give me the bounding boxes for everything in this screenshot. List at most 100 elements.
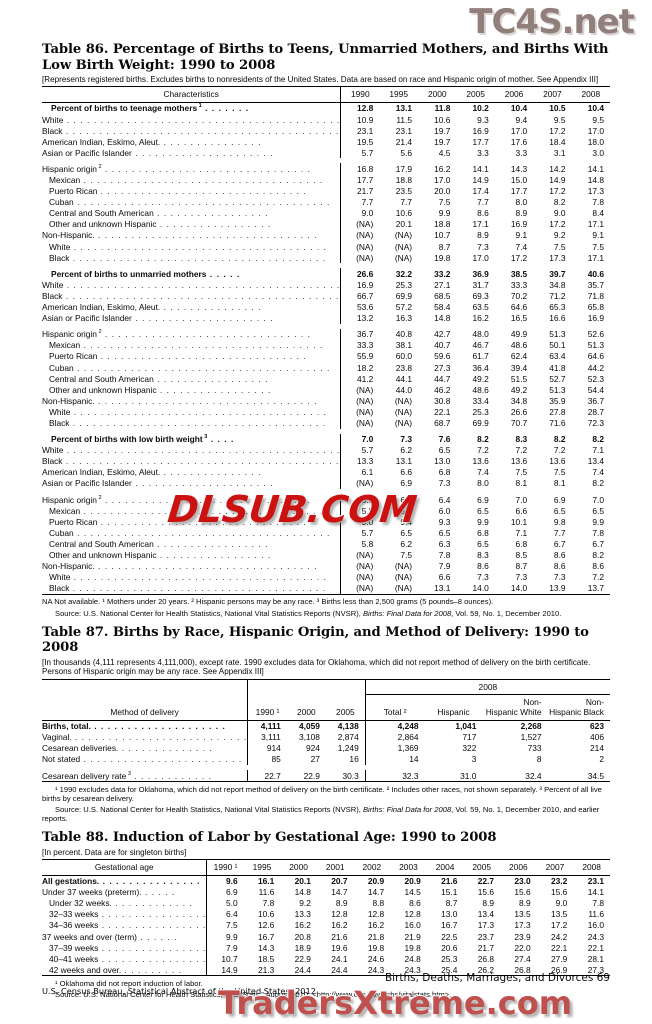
table-cell: 7.5 [206, 919, 244, 931]
row-label: All gestations. . . . . . . . . . . . . … [42, 876, 201, 887]
table-cell: 10.7 [206, 953, 244, 965]
table-cell: 7.7 [340, 196, 380, 208]
table-cell: 1,041 [455, 721, 477, 732]
table-87-col-hispanic: Hispanic [424, 694, 483, 721]
leader-dots: . . . . . . . [201, 103, 250, 114]
table-cell: 14.1 [587, 887, 604, 898]
table-87-col-2005: 2005 [325, 694, 366, 721]
table-cell: 7.3 [477, 241, 489, 252]
table-cell: 69.9 [472, 417, 489, 428]
table-88-header-row: Gestational age 1990 ¹ 1995 2000 2001 20… [42, 859, 610, 876]
table-cell: 10.5 [549, 103, 566, 114]
table-cell: 7.8 [592, 898, 604, 909]
table-cell: 15.1 [441, 887, 458, 898]
table-cell: 20.7 [331, 876, 348, 887]
table-cell: 8.6 [477, 208, 489, 219]
table-cell: (NA) [340, 477, 380, 489]
leader-dots: . . . . . . . . . . . . . . . . . . . . … [131, 313, 274, 324]
footnote-marker: 3 [202, 434, 208, 441]
table-cell: 69.9 [395, 290, 413, 301]
table-cell: 16.7 [257, 931, 275, 942]
table-cell: 14.1 [472, 163, 489, 174]
table-cell: 18.2 [340, 361, 380, 374]
table-row: Percent of births to unmarried mothers .… [42, 268, 610, 280]
table-88-col-2005: 2005 [472, 862, 492, 873]
table-cell: 26.8 [514, 964, 531, 975]
table-cell: 10.9 [340, 114, 380, 126]
table-86-stub-head: Characteristics [163, 89, 219, 100]
table-cell: 13.4 [477, 909, 495, 920]
table-cell: 9.4 [515, 114, 528, 125]
table-cell: (NA) [394, 561, 413, 572]
leader-dots: . . . . . . . . . . . . [111, 898, 193, 909]
table-cell: 13.3 [340, 455, 380, 467]
row-label: Other and unknown Hispanic . . . . . . .… [49, 219, 272, 230]
table-cell: (NA) [340, 417, 380, 429]
table-cell: 54.4 [587, 384, 604, 395]
row-label: Percent of births to teenage mothers 1 .… [51, 103, 250, 114]
table-cell: 14.9 [206, 964, 244, 976]
table-cell: 6.5 [553, 505, 566, 516]
table-cell: 9.1 [592, 230, 604, 241]
row-label: White . . . . . . . . . . . . . . . . . … [42, 445, 341, 456]
table-cell: 23.2 [550, 876, 568, 887]
table-cell: 31.7 [472, 279, 489, 290]
leader-dots: . . . . . . . . . . . . . . . [99, 876, 201, 887]
row-label: Central and South American . . . . . . .… [49, 208, 269, 219]
table-cell: 27 [310, 754, 320, 765]
table-cell: 51.5 [510, 373, 528, 384]
table-cell: 6.7 [592, 538, 604, 549]
table-cell: 21.7 [340, 185, 380, 197]
table-cell: 35.7 [587, 279, 604, 290]
table-row: Other and unknown Hispanic . . . . . . .… [42, 384, 610, 396]
table-cell: 16.0 [404, 920, 421, 931]
table-cell: 22.0 [514, 942, 531, 953]
table-88-col-1995: 1995 [252, 862, 272, 873]
row-label: Other and unknown Hispanic . . . . . . .… [49, 550, 272, 561]
table-cell: 16 [349, 754, 359, 765]
row-label: American Indian, Eskimo, Aleut. . . . . … [42, 467, 262, 478]
table-cell: 8.9 [518, 898, 531, 909]
table-cell: 39.7 [549, 268, 566, 279]
table-cell: 63.5 [472, 302, 489, 313]
table-cell: 9.2 [553, 230, 566, 241]
table-row: Central and South American . . . . . . .… [42, 207, 610, 219]
table-86-col-2008: 2008 [581, 89, 601, 100]
table-cell: 4,248 [364, 720, 425, 732]
table-cell: 62.4 [510, 351, 528, 362]
leader-dots: . . . . . . . . . . . . . . . . . . . . … [94, 395, 318, 406]
row-label: Hispanic origin 2 . . . . . . . . . . . … [42, 329, 311, 340]
table-cell: 10.6 [257, 909, 275, 920]
table-cell: 17.9 [395, 163, 413, 174]
table-86-source: Source: U.S. National Center for Health … [42, 609, 610, 618]
table-cell: 28.7 [587, 406, 604, 417]
row-label: Black . . . . . . . . . . . . . . . . . … [49, 583, 327, 594]
table-cell: 18.8 [434, 219, 451, 230]
table-cell: 27.1 [434, 279, 451, 290]
table-87-source-italic: Births: Final Data for 2008 [362, 805, 452, 815]
table-cell: 65.3 [549, 302, 566, 313]
table-cell: 7.2 [515, 445, 528, 456]
leader-dots: . . . . . . . . . . . . . . . . . . . . … [73, 197, 331, 208]
leader-dots: . . . . . . . . . . . . . . . . . [156, 550, 272, 561]
leader-dots: . . . . . . . . . . . . . . . [160, 302, 262, 313]
table-cell: 17.4 [472, 186, 489, 197]
table-87-span-row: Method of delivery 2008 [42, 679, 610, 721]
table-cell: 3,111 [247, 731, 287, 743]
row-label: White . . . . . . . . . . . . . . . . . … [49, 241, 328, 252]
leader-dots: . . . . . . . . . . . . . . . . . . . . … [97, 351, 307, 362]
table-cell: 17.1 [587, 219, 604, 230]
table-cell: 27.8 [549, 406, 566, 417]
table-cell: 9.3 [438, 516, 451, 527]
table-cell: 21.9 [404, 931, 421, 942]
table-cell: 15.6 [550, 887, 568, 898]
row-label: Under 32 weeks. . . . . . . . . . . . . [49, 898, 193, 909]
table-cell: 8.3 [477, 550, 489, 561]
leader-dots: . . . . . . . . . [121, 964, 182, 975]
table-cell: 48.6 [472, 384, 489, 395]
table-cell: 4,138 [337, 721, 359, 732]
table-cell: 7.4 [592, 467, 604, 478]
table-cell: 10.4 [510, 103, 528, 114]
table-cell: 23.7 [477, 931, 495, 942]
